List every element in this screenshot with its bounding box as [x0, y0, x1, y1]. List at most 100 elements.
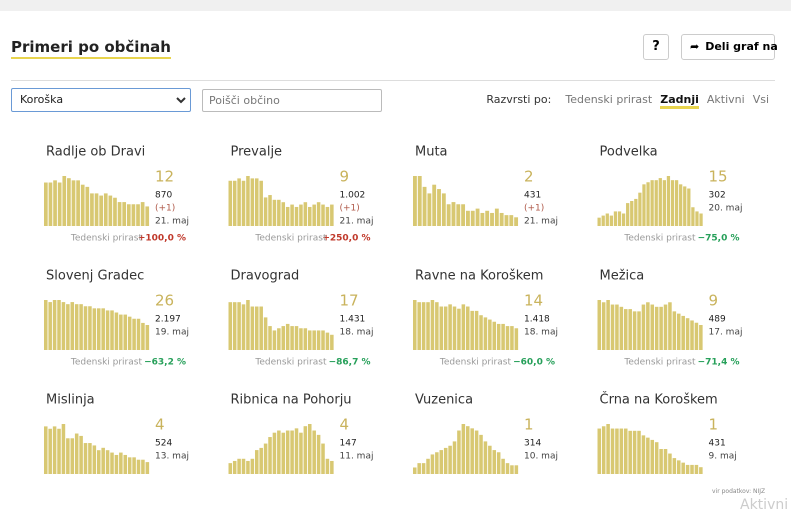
bar — [281, 326, 286, 350]
bar — [76, 180, 80, 226]
sort-option[interactable]: Zadnji — [660, 93, 699, 109]
bar — [601, 426, 606, 474]
weekly-change: −60,0 % — [513, 358, 555, 368]
bar — [131, 204, 136, 226]
page-title: Primeri po občinah — [11, 37, 171, 59]
bar — [48, 428, 52, 474]
bar — [672, 311, 677, 350]
weekly-change: +100,0 % — [138, 234, 186, 244]
bar — [80, 184, 85, 226]
bar — [44, 182, 48, 226]
bar — [650, 439, 655, 474]
bar — [250, 458, 255, 474]
bar — [488, 445, 492, 474]
chevron — [176, 97, 186, 104]
bar — [255, 178, 259, 226]
bar — [140, 202, 145, 226]
bar — [250, 178, 255, 226]
bar — [443, 306, 448, 350]
panel-name: Mežica — [600, 269, 645, 284]
bar — [113, 197, 117, 226]
bar — [626, 203, 630, 226]
bar — [474, 430, 479, 474]
bar — [83, 443, 88, 474]
bar — [474, 310, 479, 350]
bar — [677, 460, 681, 474]
bar — [281, 202, 286, 226]
bar — [330, 334, 334, 350]
bar — [646, 437, 650, 474]
bar — [691, 207, 695, 226]
bar — [228, 180, 233, 226]
bar — [496, 323, 501, 350]
bar — [461, 424, 466, 474]
bar — [141, 459, 145, 474]
bar — [103, 193, 108, 226]
bar — [246, 300, 250, 350]
region-select[interactable]: Koroška — [11, 88, 191, 112]
bar — [136, 459, 141, 474]
bar — [413, 467, 417, 474]
bar — [441, 193, 446, 226]
bar — [290, 204, 294, 226]
bar — [451, 202, 456, 226]
sort-option[interactable]: Vsi — [752, 93, 769, 106]
source: vir podatkov: NIJZ — [712, 488, 766, 495]
bar — [321, 204, 325, 226]
bar — [624, 428, 628, 474]
bar — [105, 450, 110, 474]
search-input[interactable]: Poišči občino — [202, 89, 382, 112]
bar — [659, 306, 663, 350]
bar — [417, 463, 421, 474]
latest-value: 4 — [340, 416, 350, 434]
help-button[interactable]: ? — [643, 34, 669, 60]
bar — [61, 302, 66, 350]
bar — [290, 430, 294, 474]
bar — [624, 309, 628, 350]
bar — [303, 328, 308, 350]
change-note: (+1) — [155, 204, 175, 214]
bar — [62, 176, 67, 226]
bar — [632, 311, 637, 350]
bar — [606, 300, 610, 350]
bar — [246, 460, 250, 474]
bar — [132, 457, 136, 474]
latest-value: 1 — [709, 416, 719, 434]
bar — [117, 202, 122, 226]
bar — [308, 206, 312, 226]
bar — [632, 430, 637, 474]
bar — [285, 323, 290, 350]
weekly-label: Tedenski prirast — [70, 358, 143, 368]
bar — [617, 211, 622, 226]
overflow-text: Aktivni — [740, 497, 789, 513]
bar — [630, 201, 634, 226]
share-button[interactable]: ➦ Deli graf na — [681, 34, 778, 60]
bar — [699, 213, 703, 226]
bar — [650, 180, 654, 226]
bar — [446, 204, 451, 226]
date: 17. maj — [709, 328, 743, 338]
panel-name: Ravne na Koroškem — [415, 269, 543, 284]
bar — [232, 180, 237, 226]
bar — [494, 208, 499, 226]
bar — [66, 438, 70, 474]
bar — [250, 306, 255, 350]
sort-option[interactable]: Tedenski prirast — [565, 93, 653, 106]
date: 18. maj — [340, 328, 374, 338]
panel-name: Slovenj Gradec — [46, 269, 144, 284]
bar — [123, 314, 128, 350]
bar — [470, 210, 475, 226]
bar — [44, 300, 48, 350]
bar — [501, 458, 505, 474]
change-note: (+1) — [524, 204, 544, 214]
sort-option[interactable]: Aktivni — [706, 93, 745, 106]
bar — [316, 330, 321, 350]
bar — [505, 463, 510, 474]
bar — [285, 430, 290, 474]
bar — [92, 308, 97, 350]
bar — [132, 318, 136, 350]
date: 9. maj — [709, 452, 737, 462]
bar — [694, 322, 699, 350]
total-value: 1.431 — [340, 315, 366, 325]
bar — [99, 195, 103, 226]
